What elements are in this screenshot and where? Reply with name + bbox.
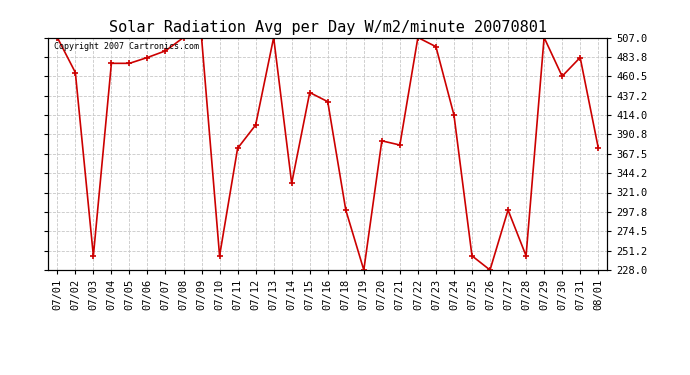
Title: Solar Radiation Avg per Day W/m2/minute 20070801: Solar Radiation Avg per Day W/m2/minute … xyxy=(109,20,546,35)
Text: Copyright 2007 Cartronics.com: Copyright 2007 Cartronics.com xyxy=(54,42,199,51)
